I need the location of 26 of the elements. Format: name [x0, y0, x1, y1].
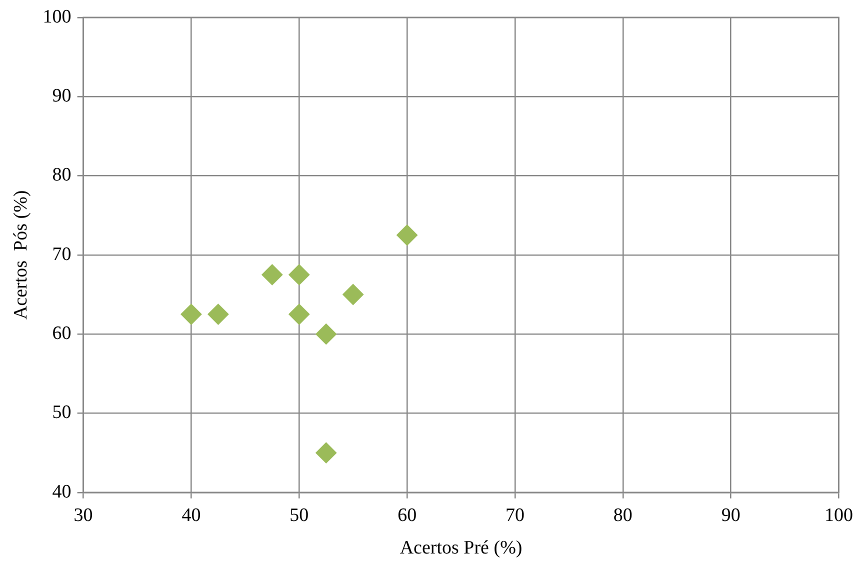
x-tick-label: 80 — [613, 504, 632, 526]
point — [316, 324, 337, 345]
x-tick-label: 70 — [505, 504, 524, 526]
x-tick-label: 50 — [290, 504, 309, 526]
x-axis-title: Acertos Pré (%) — [400, 538, 522, 559]
y-tick-label: 90 — [52, 86, 72, 107]
x-tick-label: 30 — [74, 504, 93, 526]
x-tick-label: 60 — [398, 504, 417, 526]
y-tick-label: 50 — [52, 402, 72, 424]
point — [288, 264, 310, 286]
point — [262, 264, 283, 286]
y-tick-label: 100 — [42, 6, 72, 28]
y-tick-label: 60 — [52, 323, 72, 344]
y-tick-label: 40 — [52, 481, 72, 502]
point — [396, 224, 418, 246]
point — [180, 304, 202, 325]
point — [316, 442, 337, 464]
y-tick-label: 80 — [52, 164, 72, 186]
x-tick-label: 90 — [721, 504, 740, 526]
point — [342, 284, 364, 305]
x-tick-label: 40 — [182, 504, 201, 526]
point — [208, 304, 229, 325]
y-tick-label: 70 — [52, 244, 72, 265]
y-axis-title: Acertos Pós (%) — [10, 190, 32, 320]
x-tick-label: 100 — [824, 504, 853, 526]
point — [288, 304, 310, 325]
